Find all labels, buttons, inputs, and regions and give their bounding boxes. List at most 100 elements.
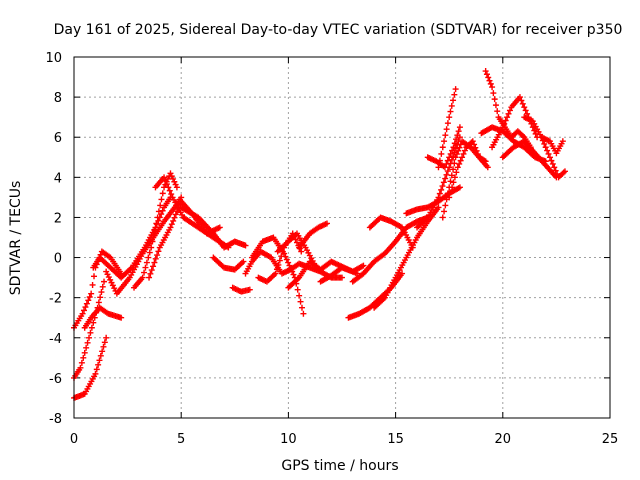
data-point bbox=[516, 94, 523, 101]
data-point bbox=[155, 208, 162, 215]
y-tick-label: 2 bbox=[54, 211, 62, 226]
data-point bbox=[442, 202, 449, 209]
data-point bbox=[79, 310, 86, 317]
data-point bbox=[444, 157, 451, 164]
data-point bbox=[444, 168, 451, 175]
data-point bbox=[298, 248, 305, 255]
data-point bbox=[482, 68, 489, 75]
data-point bbox=[481, 157, 488, 164]
data-point bbox=[148, 244, 155, 251]
data-point bbox=[82, 304, 89, 311]
data-point bbox=[441, 164, 448, 171]
data-point bbox=[171, 178, 178, 185]
x-axis-label: GPS time / hours bbox=[281, 458, 398, 474]
data-point bbox=[85, 297, 92, 304]
data-point bbox=[168, 221, 175, 228]
data-point bbox=[459, 154, 466, 161]
series-arc-26 bbox=[424, 124, 463, 171]
data-point bbox=[560, 169, 567, 176]
data-point bbox=[450, 179, 457, 186]
data-point bbox=[436, 157, 443, 164]
data-point bbox=[157, 202, 164, 209]
data-point bbox=[451, 140, 458, 147]
data-point bbox=[152, 226, 159, 233]
data-point bbox=[278, 253, 285, 260]
data-point bbox=[439, 214, 446, 221]
data-point bbox=[456, 160, 463, 167]
data-point bbox=[450, 97, 457, 104]
data-point bbox=[442, 132, 449, 139]
data-point bbox=[149, 238, 156, 245]
series-arc-3 bbox=[71, 334, 110, 401]
data-point bbox=[287, 265, 294, 272]
x-tick-label: 5 bbox=[177, 432, 185, 447]
series-arc-19 bbox=[317, 262, 367, 285]
data-point bbox=[298, 304, 305, 311]
y-axis-label: SDTVAR / TECUs bbox=[8, 181, 24, 296]
data-point bbox=[436, 190, 443, 197]
data-point bbox=[561, 168, 568, 175]
data-point bbox=[443, 126, 450, 133]
data-point bbox=[443, 171, 450, 178]
data-point bbox=[441, 138, 448, 145]
data-point bbox=[435, 194, 442, 201]
data-point bbox=[95, 361, 102, 368]
data-point bbox=[81, 307, 88, 314]
data-point bbox=[447, 178, 454, 185]
data-point bbox=[469, 138, 476, 145]
data-point bbox=[84, 339, 91, 346]
data-point bbox=[489, 84, 496, 91]
data-point bbox=[246, 286, 253, 293]
data-point bbox=[172, 181, 179, 188]
data-point bbox=[158, 196, 165, 203]
data-point bbox=[435, 164, 442, 171]
data-point bbox=[77, 364, 84, 371]
data-point bbox=[154, 214, 161, 221]
data-point bbox=[283, 256, 290, 263]
data-point bbox=[101, 278, 108, 285]
data-marks bbox=[71, 68, 568, 401]
data-point bbox=[449, 184, 456, 191]
x-tick-label: 25 bbox=[602, 432, 619, 447]
data-point bbox=[95, 299, 102, 306]
data-point bbox=[101, 339, 108, 346]
data-point bbox=[103, 334, 110, 341]
data-point bbox=[454, 132, 461, 139]
data-point bbox=[150, 232, 157, 239]
x-tick-label: 20 bbox=[495, 432, 512, 447]
data-point bbox=[548, 157, 555, 164]
data-point bbox=[519, 100, 526, 107]
data-point bbox=[99, 283, 106, 290]
data-point bbox=[438, 186, 445, 193]
data-point bbox=[506, 107, 513, 114]
data-point bbox=[89, 281, 96, 288]
data-point bbox=[451, 91, 458, 98]
data-point bbox=[290, 271, 297, 278]
y-tick-label: 10 bbox=[45, 51, 62, 66]
data-point bbox=[453, 169, 460, 176]
data-point bbox=[96, 357, 103, 364]
data-point bbox=[453, 136, 460, 143]
data-point bbox=[154, 252, 161, 259]
data-point bbox=[484, 164, 491, 171]
data-point bbox=[457, 157, 464, 164]
data-point bbox=[80, 354, 87, 361]
data-point bbox=[163, 181, 170, 188]
data-point bbox=[490, 90, 497, 97]
data-point bbox=[172, 211, 179, 218]
data-point bbox=[449, 147, 456, 154]
x-tick-label: 15 bbox=[387, 432, 404, 447]
data-point bbox=[240, 258, 247, 265]
data-point bbox=[293, 239, 300, 246]
data-point bbox=[83, 344, 90, 351]
data-point bbox=[166, 187, 173, 194]
data-point bbox=[435, 204, 442, 211]
data-point bbox=[242, 242, 249, 249]
data-point bbox=[146, 274, 153, 281]
data-point bbox=[474, 151, 481, 158]
y-tick-label: -8 bbox=[49, 412, 62, 427]
data-point bbox=[98, 289, 105, 296]
data-point bbox=[505, 110, 512, 117]
data-point bbox=[92, 370, 99, 377]
